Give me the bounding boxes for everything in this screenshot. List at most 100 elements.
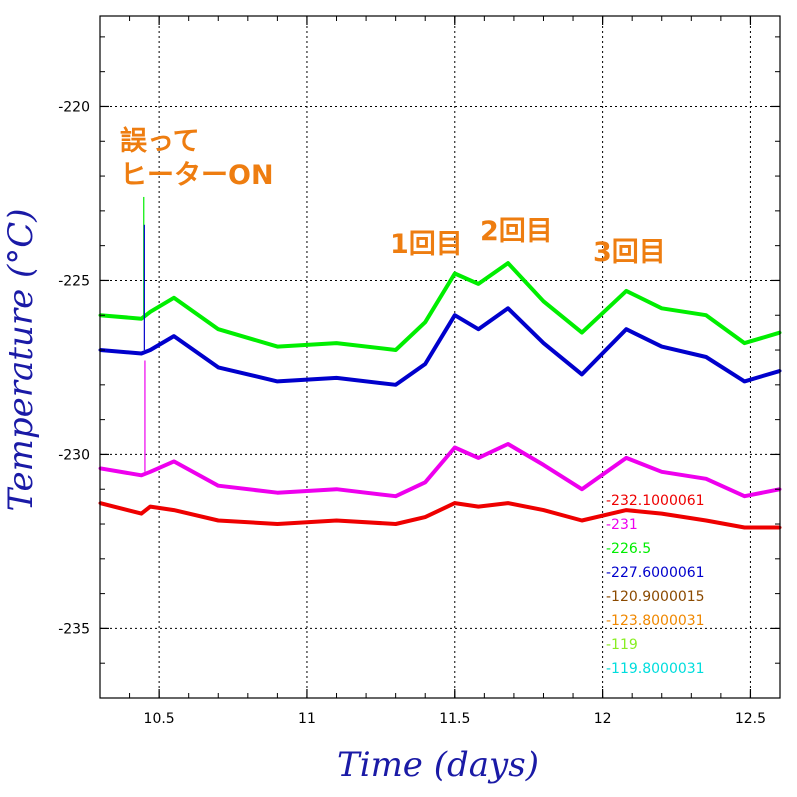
- data-point: [541, 341, 545, 345]
- data-point: [743, 494, 747, 498]
- data-point: [335, 341, 339, 345]
- tick-marks: [99, 16, 781, 699]
- legend-entry: -120.9000015: [606, 589, 705, 605]
- y-axis-title: Temperature (°C): [1, 208, 41, 511]
- data-point: [275, 522, 279, 526]
- data-point: [624, 508, 628, 512]
- data-point: [704, 477, 708, 481]
- x-tick-label: 12.5: [735, 711, 766, 727]
- data-point: [580, 331, 584, 335]
- data-point: [624, 289, 628, 293]
- data-point: [148, 505, 152, 509]
- data-point: [453, 501, 457, 505]
- data-point: [335, 487, 339, 491]
- data-point: [139, 317, 143, 321]
- data-point: [216, 365, 220, 369]
- data-point: [453, 271, 457, 275]
- data-point: [660, 470, 664, 474]
- data-point: [541, 508, 545, 512]
- y-tick-label: -225: [58, 273, 90, 289]
- data-point: [216, 327, 220, 331]
- tick-labels: 10.5 11 11.5 12 12.5 -220 -225 -230 -235: [58, 99, 766, 727]
- data-point: [476, 282, 480, 286]
- data-point: [476, 456, 480, 460]
- annotation-text: ヒーターON: [120, 160, 274, 191]
- data-point: [660, 512, 664, 516]
- data-point: [394, 494, 398, 498]
- data-point: [506, 501, 510, 505]
- data-point: [580, 487, 584, 491]
- data-point: [275, 379, 279, 383]
- data-point: [624, 327, 628, 331]
- y-tick-label: -220: [58, 99, 90, 115]
- grid-lines: [100, 16, 780, 698]
- data-point: [216, 484, 220, 488]
- data-point: [148, 310, 152, 314]
- data-point: [394, 348, 398, 352]
- annotation-text: 2回目: [480, 216, 553, 247]
- data-point: [275, 491, 279, 495]
- data-point: [624, 456, 628, 460]
- data-point: [139, 473, 143, 477]
- data-point: [394, 383, 398, 387]
- data-point: [335, 519, 339, 523]
- x-axis-title: Time (days): [337, 745, 539, 785]
- data-point: [743, 526, 747, 529]
- data-point: [660, 345, 664, 349]
- data-point: [423, 515, 427, 519]
- x-tick-label: 12: [594, 711, 612, 727]
- series-line: [99, 442, 781, 499]
- data-point: [335, 376, 339, 380]
- data-point: [453, 313, 457, 317]
- data-point: [506, 261, 510, 265]
- data-point: [743, 379, 747, 383]
- data-point: [148, 470, 152, 474]
- legend-entry: -123.8000031: [606, 613, 705, 629]
- data-point: [172, 296, 176, 300]
- data-point: [423, 320, 427, 324]
- data-point: [216, 519, 220, 523]
- data-point: [476, 505, 480, 509]
- data-point: [148, 348, 152, 352]
- annotation-text: 誤って: [120, 125, 200, 157]
- data-point: [506, 306, 510, 310]
- series-layer: [98, 196, 782, 530]
- data-point: [423, 480, 427, 484]
- data-point: [172, 334, 176, 338]
- data-point: [476, 327, 480, 331]
- annotation-text: 3回目: [593, 237, 666, 268]
- data-point: [704, 355, 708, 359]
- x-tick-label: 11.5: [439, 711, 470, 727]
- data-point: [172, 508, 176, 512]
- data-point: [275, 345, 279, 349]
- legend-entry: -119: [606, 637, 638, 653]
- plot-frame: [99, 15, 781, 699]
- data-point: [660, 306, 664, 310]
- legend: -232.1000061 -231 -226.5 -227.6000061 -120.9…: [606, 493, 705, 677]
- data-point: [743, 341, 747, 345]
- data-point: [541, 463, 545, 467]
- y-tick-label: -235: [58, 621, 90, 637]
- y-tick-label: -230: [58, 447, 90, 463]
- data-point: [139, 512, 143, 516]
- x-tick-label: 10.5: [144, 711, 175, 727]
- data-point: [704, 313, 708, 317]
- data-point: [541, 299, 545, 303]
- data-point: [139, 352, 143, 356]
- legend-entry: -231: [606, 517, 638, 533]
- legend-entry: -227.6000061: [606, 565, 705, 581]
- legend-entry: -119.8000031: [606, 661, 705, 677]
- legend-entry: -226.5: [606, 541, 651, 557]
- x-tick-label: 11: [298, 711, 316, 727]
- data-point: [580, 519, 584, 523]
- data-point: [172, 459, 176, 463]
- data-point: [453, 445, 457, 449]
- data-point: [394, 522, 398, 526]
- legend-entry: -232.1000061: [606, 493, 705, 509]
- data-point: [704, 519, 708, 523]
- data-point: [580, 372, 584, 376]
- data-point: [423, 362, 427, 366]
- annotation-text: 1回目: [390, 229, 463, 260]
